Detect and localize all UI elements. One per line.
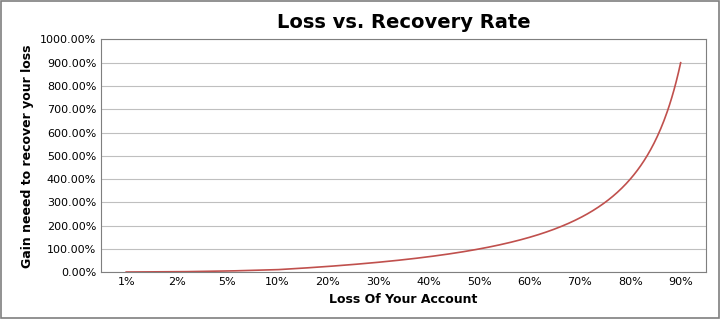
- Title: Loss vs. Recovery Rate: Loss vs. Recovery Rate: [276, 13, 530, 32]
- Y-axis label: Gain neeed to recover your loss: Gain neeed to recover your loss: [22, 44, 35, 268]
- X-axis label: Loss Of Your Account: Loss Of Your Account: [329, 293, 477, 306]
